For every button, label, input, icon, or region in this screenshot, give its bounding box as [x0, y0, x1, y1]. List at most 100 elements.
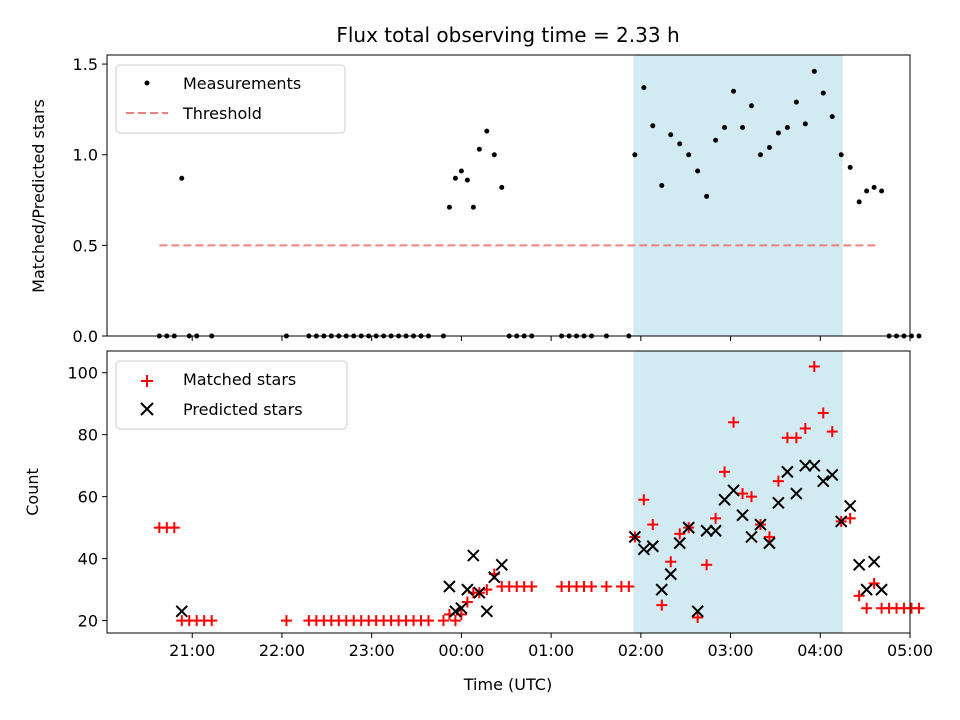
measurement-point [650, 123, 656, 129]
predicted-star-point [488, 571, 501, 584]
measurement-point [641, 85, 647, 91]
matched-star-point [745, 491, 757, 503]
y-tick-label: 0.5 [73, 236, 98, 255]
measurement-point [686, 152, 692, 158]
matched-star-point [772, 475, 784, 487]
top-panel-frame [106, 54, 911, 337]
predicted-star-point [637, 543, 651, 556]
measurement-point [820, 90, 826, 96]
predicted-star-point [628, 530, 642, 544]
legend-measurements-label: Measurements [183, 74, 301, 93]
predicted-star-point [727, 484, 740, 497]
y-tick-label: 1.0 [73, 146, 98, 165]
x-tick-label: 01:00 [528, 641, 574, 660]
matched-star-point [763, 531, 775, 543]
predicted-star-point [455, 602, 468, 615]
predicted-star-point [175, 605, 188, 618]
matched-star-point [913, 602, 925, 614]
predicted-star-point [473, 586, 486, 599]
predicted-star-point [664, 567, 677, 581]
y-tick-label: 1.5 [73, 55, 98, 74]
matched-star-point [853, 590, 865, 602]
measurement-point [179, 175, 185, 181]
measurement-point [757, 152, 763, 158]
legend-matched-marker [141, 375, 153, 387]
measurement-point [829, 114, 835, 120]
bottom-panel-frame [106, 350, 911, 634]
measurement-point [632, 152, 638, 158]
measurement-point [847, 164, 853, 170]
predicted-star-point [772, 496, 785, 510]
matched-star-point [868, 577, 880, 589]
y-tick-label: 100 [67, 364, 98, 383]
bottom-y-axis-label: Count [23, 468, 42, 516]
y-tick-label: 80 [78, 426, 98, 445]
measurement-point [668, 132, 674, 138]
matched-star-point [656, 599, 668, 611]
predicted-star-point [826, 468, 839, 482]
top-y-axis-label: Matched/Predicted stars [29, 99, 48, 293]
matched-star-point [585, 581, 597, 593]
measurement-point [871, 184, 877, 190]
matched-star-point [280, 615, 292, 627]
measurement-point [704, 193, 710, 199]
measurement-point [713, 137, 719, 143]
measurement-point [793, 99, 799, 105]
legend-matched-label: Matched stars [183, 370, 296, 389]
predicted-star-point [461, 583, 474, 596]
matched-star-point [206, 615, 218, 627]
matched-star-point [710, 512, 722, 524]
measurement-point [452, 175, 458, 181]
measurement-point [476, 146, 482, 152]
legend-measurements-marker [144, 80, 150, 86]
predicted-star-point [467, 549, 480, 562]
y-tick-label: 40 [78, 550, 98, 569]
predicted-star-point [709, 524, 722, 537]
predicted-star-point [736, 509, 749, 522]
predicted-star-point [852, 558, 866, 572]
legend-predicted-marker [140, 402, 154, 416]
predicted-star-point [495, 558, 508, 572]
x-tick-label: 03:00 [708, 641, 754, 660]
measurement-point [879, 188, 885, 194]
observing-window [633, 55, 843, 336]
matched-star-point [861, 602, 873, 614]
measurement-point [838, 152, 844, 158]
measurement-point [499, 184, 505, 190]
matched-star-point [422, 615, 434, 627]
predicted-star-point [449, 605, 462, 618]
matched-star-point [692, 612, 704, 624]
y-tick-label: 0.0 [73, 327, 98, 346]
predicted-star-point [700, 524, 713, 537]
predicted-star-point [860, 583, 873, 596]
measurement-point [470, 204, 476, 210]
bottom-legend: Matched stars Predicted stars [115, 360, 348, 430]
bottom-panel: 20 40 60 80 100 21:00 22:00 23:00 00:00 01:00 02:… [23, 350, 933, 694]
measurement-point [802, 121, 808, 127]
measurement-point [458, 168, 464, 174]
matched-star-point [799, 422, 811, 434]
predicted-star-point [673, 536, 686, 550]
matched-star-point [817, 407, 829, 419]
matched-star-point [844, 512, 856, 524]
matched-star-point [168, 522, 180, 534]
measurement-point [784, 125, 790, 131]
measurement-point [659, 183, 665, 189]
predicted-star-point [867, 555, 881, 568]
predicted-star-point [843, 499, 857, 513]
measurement-point [740, 125, 746, 131]
x-tick-label: 21:00 [169, 641, 215, 660]
predicted-star-point [682, 521, 695, 534]
x-tick-label: 05:00 [887, 641, 933, 660]
predicted-star-point [781, 465, 794, 479]
measurement-point [695, 168, 701, 174]
predicted-star-point [835, 515, 848, 528]
matched-star-point [719, 466, 731, 478]
x-tick-label: 02:00 [618, 641, 664, 660]
predicted-star-point [808, 459, 821, 472]
predicted-star-point [691, 605, 704, 618]
measurement-point [464, 177, 470, 183]
measurement-point [864, 188, 870, 194]
matched-star-point [437, 615, 449, 627]
predicted-star-point [745, 530, 758, 544]
